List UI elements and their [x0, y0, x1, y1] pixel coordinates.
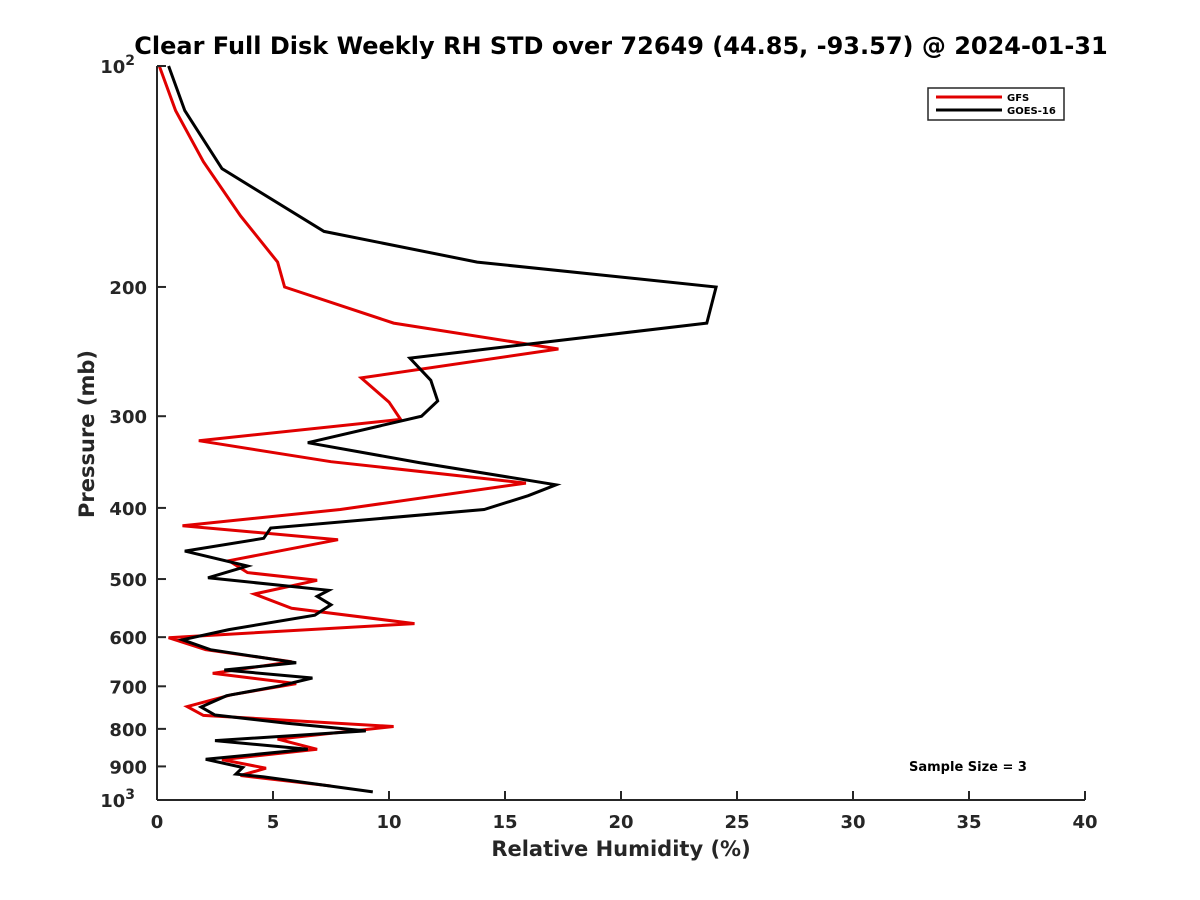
y-tick-label: 200 — [109, 278, 147, 299]
y-tick-label: 500 — [109, 570, 147, 591]
chart-title: Clear Full Disk Weekly RH STD over 72649… — [134, 32, 1107, 60]
y-tick-label: 400 — [109, 499, 147, 520]
y-tick-label: 103 — [100, 787, 135, 812]
y-axis-label: Pressure (mb) — [75, 350, 99, 518]
y-tick-label: 600 — [109, 628, 147, 649]
y-tick-label: 700 — [109, 677, 147, 698]
x-tick-label: 35 — [956, 812, 981, 833]
y-tick-label: 102 — [100, 53, 135, 78]
series-line-goes-16 — [167, 65, 718, 794]
x-tick-label: 25 — [724, 812, 749, 833]
legend-entry-label: GFS — [1007, 93, 1029, 104]
x-tick-label: 30 — [840, 812, 865, 833]
x-tick-label: 40 — [1072, 812, 1097, 833]
x-axis-label: Relative Humidity (%) — [491, 837, 750, 861]
y-tick-label: 300 — [109, 407, 147, 428]
y-tick-label: 900 — [109, 757, 147, 778]
legend-box — [927, 87, 1065, 121]
sample-size-annotation: Sample Size = 3 — [909, 760, 1027, 775]
x-tick-label: 20 — [608, 812, 633, 833]
legend: GFS GOES-16 — [927, 87, 1065, 121]
legend-entry-label: GOES-16 — [1007, 106, 1056, 117]
x-tick-label: 10 — [376, 812, 401, 833]
x-tick-label: 15 — [492, 812, 517, 833]
series-line-gfs — [157, 65, 559, 788]
x-tick-label: 5 — [267, 812, 280, 833]
axes-layer: 0 5 10 15 20 25 30 35 40 102 200 300 400 500 600 700 800… — [100, 53, 1097, 833]
x-tick-label: 0 — [151, 812, 164, 833]
y-tick-label: 800 — [109, 720, 147, 741]
series-layer — [157, 65, 718, 794]
